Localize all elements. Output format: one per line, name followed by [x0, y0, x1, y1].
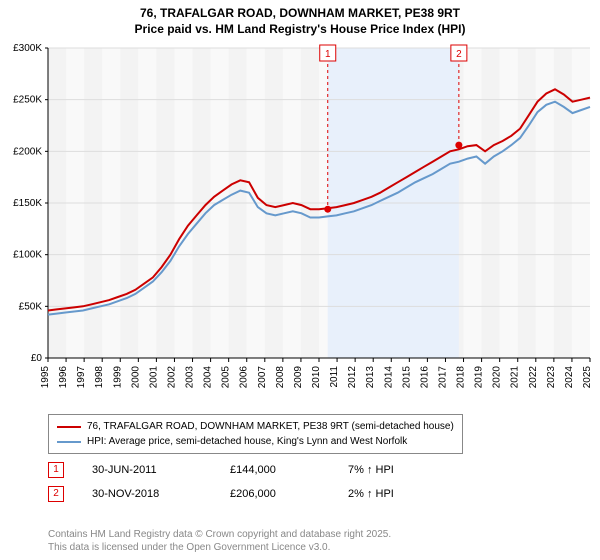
svg-text:£100K: £100K [13, 250, 42, 261]
svg-text:2002: 2002 [166, 366, 177, 389]
annotation-row: 2 30-NOV-2018 £206,000 2% ↑ HPI [48, 486, 394, 502]
annotation-badge: 2 [48, 486, 64, 502]
svg-text:2006: 2006 [239, 366, 250, 389]
svg-text:£300K: £300K [13, 43, 42, 54]
annotation-row: 1 30-JUN-2011 £144,000 7% ↑ HPI [48, 462, 394, 478]
svg-text:2005: 2005 [221, 366, 232, 389]
svg-text:£0: £0 [31, 353, 43, 364]
chart-container: 76, TRAFALGAR ROAD, DOWNHAM MARKET, PE38… [0, 0, 600, 560]
footer-attribution: Contains HM Land Registry data © Crown c… [48, 528, 391, 554]
svg-text:2000: 2000 [130, 366, 141, 389]
svg-text:2016: 2016 [419, 366, 430, 389]
chart-plot: £0 £50K £100K £150K £200K £250K £300K 1995 1996 1… [0, 38, 600, 408]
title-line-2: Price paid vs. HM Land Registry's House … [135, 22, 466, 36]
svg-text:2: 2 [456, 49, 462, 60]
svg-text:2008: 2008 [275, 366, 286, 389]
svg-text:2012: 2012 [347, 366, 358, 389]
svg-text:2004: 2004 [203, 366, 214, 389]
svg-text:1997: 1997 [76, 366, 87, 389]
svg-text:2014: 2014 [383, 366, 394, 389]
svg-text:2022: 2022 [528, 366, 539, 389]
svg-text:£50K: £50K [19, 301, 43, 312]
footer-line-2: This data is licensed under the Open Gov… [48, 542, 330, 553]
legend-swatch [57, 441, 81, 443]
svg-text:1999: 1999 [112, 366, 123, 389]
svg-text:2020: 2020 [492, 366, 503, 389]
annotation-delta: 2% ↑ HPI [348, 488, 394, 500]
legend-label: HPI: Average price, semi-detached house,… [87, 434, 407, 449]
chart-svg: £0 £50K £100K £150K £200K £250K £300K 1995 1996 1… [0, 38, 600, 408]
title-line-1: 76, TRAFALGAR ROAD, DOWNHAM MARKET, PE38… [140, 6, 460, 20]
svg-text:2009: 2009 [293, 366, 304, 389]
svg-text:2024: 2024 [564, 366, 575, 389]
annotation-delta: 7% ↑ HPI [348, 464, 394, 476]
annotation-price: £206,000 [230, 488, 320, 500]
svg-text:2010: 2010 [311, 366, 322, 389]
svg-text:1995: 1995 [40, 366, 51, 389]
svg-text:2023: 2023 [546, 366, 557, 389]
svg-text:2019: 2019 [474, 366, 485, 389]
svg-text:1998: 1998 [94, 366, 105, 389]
svg-text:£200K: £200K [13, 146, 42, 157]
svg-text:2015: 2015 [401, 366, 412, 389]
footer-line-1: Contains HM Land Registry data © Crown c… [48, 529, 391, 540]
svg-text:2007: 2007 [257, 366, 268, 389]
svg-text:1: 1 [325, 49, 331, 60]
annotation-date: 30-JUN-2011 [92, 464, 202, 476]
legend-swatch [57, 426, 81, 428]
svg-text:2001: 2001 [148, 366, 159, 389]
svg-text:2017: 2017 [437, 366, 448, 389]
annotation-date: 30-NOV-2018 [92, 488, 202, 500]
svg-text:2011: 2011 [329, 366, 340, 388]
legend-row: HPI: Average price, semi-detached house,… [57, 434, 454, 449]
legend-label: 76, TRAFALGAR ROAD, DOWNHAM MARKET, PE38… [87, 419, 454, 434]
svg-text:£150K: £150K [13, 198, 42, 209]
legend: 76, TRAFALGAR ROAD, DOWNHAM MARKET, PE38… [48, 414, 463, 454]
svg-text:2021: 2021 [510, 366, 521, 389]
svg-text:2018: 2018 [456, 366, 467, 389]
svg-text:2013: 2013 [365, 366, 376, 389]
svg-text:1996: 1996 [58, 366, 69, 389]
svg-text:2025: 2025 [582, 366, 593, 389]
svg-text:2003: 2003 [185, 366, 196, 389]
annotation-badge: 1 [48, 462, 64, 478]
legend-row: 76, TRAFALGAR ROAD, DOWNHAM MARKET, PE38… [57, 419, 454, 434]
svg-text:£250K: £250K [13, 95, 42, 106]
chart-title: 76, TRAFALGAR ROAD, DOWNHAM MARKET, PE38… [0, 0, 600, 37]
annotation-price: £144,000 [230, 464, 320, 476]
